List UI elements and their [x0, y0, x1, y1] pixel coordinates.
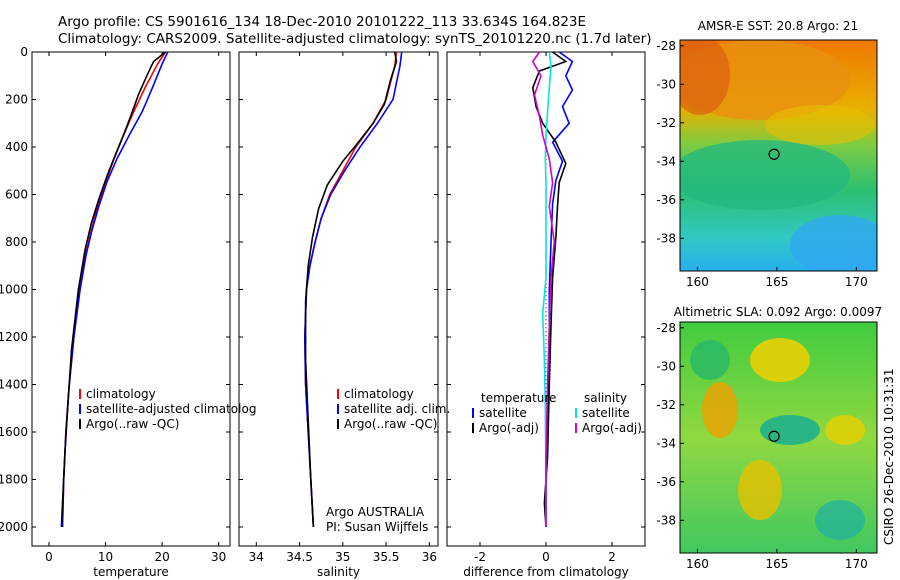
- legend-label: salinity: [584, 391, 627, 405]
- x-tick-label: 35: [335, 550, 350, 564]
- x-tick-label: 34: [249, 550, 264, 564]
- x-tick-label: 36: [422, 550, 437, 564]
- map-y-tick-label: -38: [656, 231, 676, 245]
- x-axis-label: salinity: [317, 565, 360, 579]
- series-line: [531, 51, 556, 527]
- map-x-tick-label: 170: [845, 275, 868, 289]
- map-y-tick-label: -36: [656, 193, 676, 207]
- y-tick-label: 200: [5, 93, 28, 107]
- y-tick-label: 600: [5, 188, 28, 202]
- legend-label: Argo(-adj): [582, 421, 642, 435]
- y-tick-label: 0: [20, 45, 28, 59]
- x-tick-label: 30: [211, 550, 226, 564]
- map-y-tick-label: -32: [656, 398, 676, 412]
- legend-label: satellite: [582, 406, 630, 420]
- plot-frame: [238, 51, 439, 547]
- y-tick-label: 1000: [0, 283, 28, 297]
- sla-low-blob: [815, 500, 865, 540]
- sla-map-frame: [679, 321, 878, 554]
- map-y-tick-label: -30: [656, 77, 676, 91]
- x-tick-label: 10: [98, 550, 113, 564]
- x-tick-label: 0: [45, 550, 53, 564]
- csiro-timestamp: CSIRO 26-Dec-2010 10:31:31: [882, 368, 896, 545]
- legend-label: Argo(-adj): [479, 421, 539, 435]
- panel-annotation: Argo AUSTRALIA: [326, 505, 425, 519]
- map-y-tick-label: -36: [656, 475, 676, 489]
- map-y-tick-label: -30: [656, 359, 676, 373]
- sst-cold-blob: [790, 215, 877, 271]
- x-tick-label: 2: [608, 550, 616, 564]
- series-line: [541, 51, 552, 527]
- legend-label: climatology: [344, 387, 414, 401]
- sla-low-blob: [690, 340, 730, 380]
- map-x-tick-label: 165: [765, 557, 788, 571]
- series-line: [303, 51, 398, 528]
- sla-high-blob: [750, 338, 810, 382]
- sla-map-panel: Altimetric SLA: 0.092 Argo: 0.0097 160 16…: [656, 305, 882, 571]
- map-y-tick-label: -28: [656, 39, 676, 53]
- x-tick-label: 0: [542, 550, 550, 564]
- sst-map-frame: [679, 39, 878, 272]
- series-line: [60, 51, 166, 528]
- map-y-tick-label: -34: [656, 436, 676, 450]
- sst-map-title: AMSR-E SST: 20.8 Argo: 21: [698, 19, 858, 33]
- sst-cool-blob: [680, 140, 850, 210]
- figure-title-line1: Argo profile: CS 5901616_134 18-Dec-2010…: [58, 14, 586, 30]
- x-tick-label: 34.5: [286, 550, 313, 564]
- legend-label: satellite: [479, 406, 527, 420]
- temperature-panel: 0 10 20 30 0 200 400 600 800 1000 1200 1400 1600 1800…: [0, 45, 256, 579]
- sla-high-blob: [738, 460, 782, 520]
- series-line: [303, 51, 403, 528]
- legend-label: temperature: [481, 391, 556, 405]
- y-tick-label: 400: [5, 140, 28, 154]
- argo-location-marker: [768, 430, 780, 442]
- y-tick-label: 1600: [0, 425, 28, 439]
- y-tick-label: 800: [5, 235, 28, 249]
- figure-title-line2: Climatology: CARS2009. Satellite-adjuste…: [58, 31, 651, 47]
- y-tick-label: 1400: [0, 378, 28, 392]
- y-tick-label: 1800: [0, 473, 28, 487]
- sst-yellow-band: [765, 105, 875, 145]
- sst-map-panel: AMSR-E SST: 20.8 Argo: 21 160 165 170 -28 -3…: [656, 19, 878, 289]
- sla-map-title: Altimetric SLA: 0.092 Argo: 0.0097: [674, 305, 882, 319]
- x-tick-label: 35.5: [373, 550, 400, 564]
- map-x-tick-label: 170: [845, 557, 868, 571]
- sla-high-blob: [702, 382, 738, 438]
- plot-frame: [31, 51, 231, 547]
- x-axis-label: temperature: [93, 565, 168, 579]
- x-tick-label: 20: [154, 550, 169, 564]
- argo-location-marker: [768, 148, 780, 160]
- salinity-panel: 34 34.5 35 35.5 36 salinity climatologysatelli…: [238, 51, 450, 579]
- legend-label: satellite-adjusted climatolog: [86, 402, 256, 416]
- legend-label: Argo(..raw -QC): [344, 417, 437, 431]
- sst-warm-blob: [680, 40, 730, 115]
- map-x-tick-label: 160: [686, 557, 709, 571]
- x-axis-label: difference from climatology: [463, 565, 629, 579]
- map-y-tick-label: -28: [656, 321, 676, 335]
- series-line: [304, 51, 398, 528]
- x-tick-label: -2: [474, 550, 486, 564]
- legend-label: satellite adj. clim.: [344, 402, 450, 416]
- map-y-tick-label: -32: [656, 116, 676, 130]
- sla-low-blob: [760, 415, 820, 445]
- map-x-tick-label: 165: [765, 275, 788, 289]
- panel-annotation: PI: Susan Wijffels: [326, 520, 428, 534]
- map-y-tick-label: -34: [656, 154, 676, 168]
- map-x-tick-label: 160: [686, 275, 709, 289]
- map-y-tick-label: -38: [656, 513, 676, 527]
- legend-label: climatology: [86, 387, 156, 401]
- sla-high-blob: [825, 415, 865, 445]
- y-tick-label: 1200: [0, 330, 28, 344]
- y-tick-label: 2000: [0, 520, 28, 534]
- series-line: [531, 51, 568, 528]
- legend-label: Argo(..raw -QC): [86, 417, 179, 431]
